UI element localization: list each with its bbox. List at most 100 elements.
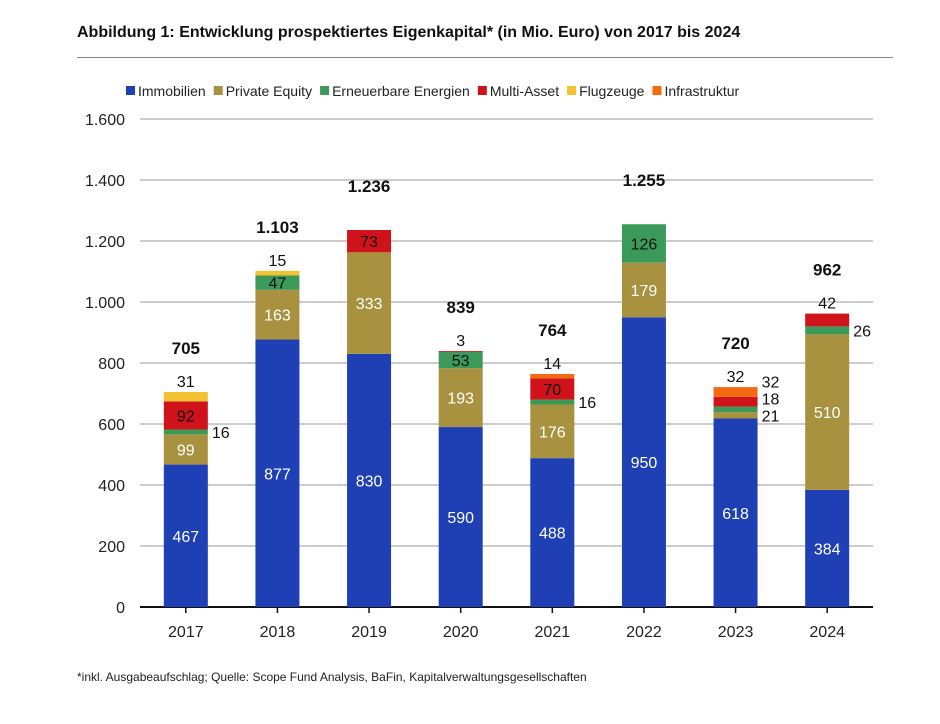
data-label: 333 [356, 296, 383, 313]
bar-segment-immobilien [347, 353, 392, 607]
data-label: 99 [177, 442, 195, 459]
bar-segment-private-equity [163, 434, 208, 465]
y-tick-label: 0 [116, 600, 125, 617]
legend-swatch [320, 86, 330, 95]
chart-title: Abbildung 1: Entwicklung prospektiertes … [77, 24, 741, 41]
bar-segment-immobilien [713, 418, 758, 607]
bar-segment-private-equity [621, 262, 666, 318]
data-label: 830 [356, 473, 383, 490]
bar-segment-private-equity [347, 252, 392, 354]
data-label: 53 [452, 353, 470, 370]
y-tick-label: 800 [98, 356, 125, 373]
y-tick-label: 400 [98, 478, 125, 495]
bar-segment-multi-asset [347, 230, 392, 253]
data-label: 73 [360, 234, 378, 251]
bar-segment-immobilien [255, 339, 300, 607]
data-label: 32 [762, 374, 780, 391]
data-label: 47 [269, 276, 287, 293]
x-tick-label: 2020 [443, 624, 479, 641]
bar-segment-flugzeuge [255, 270, 300, 276]
y-tick-label: 200 [98, 539, 125, 556]
x-tick-label: 2021 [535, 624, 571, 641]
source-note: *inkl. Ausgabeaufschlag; Quelle: Scope F… [77, 670, 587, 684]
data-label: 126 [631, 236, 658, 253]
total-label: 962 [813, 261, 841, 280]
bar-segment-private-equity [805, 334, 850, 490]
x-tick-label: 2024 [809, 624, 845, 641]
data-label: 26 [853, 323, 871, 340]
total-label: 720 [721, 334, 749, 353]
data-label: 950 [631, 455, 658, 472]
data-label: 70 [543, 382, 561, 399]
data-label: 176 [539, 424, 566, 441]
bar-segment-erneuerbare-energien [163, 429, 208, 435]
legend-swatch [213, 86, 223, 95]
bar-segment-immobilien [163, 464, 208, 607]
legend-swatch [477, 86, 487, 95]
bar-segment-immobilien [621, 317, 666, 607]
y-tick-label: 1.400 [85, 173, 125, 190]
x-tick-label: 2018 [260, 624, 296, 641]
legend-swatch [567, 86, 577, 95]
data-label: 16 [212, 425, 230, 442]
bar-segment-infrastruktur [713, 387, 758, 397]
bar-segment-private-equity [713, 412, 758, 419]
legend-swatch [126, 86, 135, 95]
x-tick-label: 2022 [626, 624, 662, 641]
bar-segment-private-equity [255, 289, 300, 340]
data-label: 179 [631, 283, 658, 300]
title-divider [77, 57, 893, 58]
data-label: 42 [818, 296, 836, 313]
bar-segment-erneuerbare-energien [255, 275, 300, 290]
x-tick-label: 2023 [718, 624, 754, 641]
legend-label: Flugzeuge [579, 83, 645, 99]
total-label: 839 [447, 298, 475, 317]
y-tick-label: 1.000 [85, 295, 125, 312]
bar-segment-multi-asset [438, 351, 483, 353]
bar-segment-erneuerbare-energien [530, 399, 575, 405]
bar-segment-flugzeuge [163, 391, 208, 402]
data-label: 31 [177, 374, 195, 391]
data-label: 92 [177, 408, 195, 425]
data-label: 16 [578, 395, 596, 412]
bar-segment-multi-asset [805, 313, 850, 327]
bar-segment-erneuerbare-energien [438, 352, 483, 369]
data-label: 618 [722, 506, 749, 523]
data-label: 3 [456, 333, 465, 350]
data-label: 18 [762, 391, 780, 408]
data-label: 163 [264, 308, 291, 325]
data-label: 510 [814, 405, 841, 422]
bar-segment-multi-asset [713, 396, 758, 407]
data-label: 193 [447, 391, 474, 408]
data-label: 14 [543, 356, 561, 373]
data-label: 21 [762, 408, 780, 425]
bar-segment-erneuerbare-energien [621, 224, 666, 263]
total-label: 1.236 [348, 177, 391, 196]
x-tick-label: 2017 [168, 624, 204, 641]
total-label: 1.255 [623, 171, 666, 190]
bar-segment-immobilien [805, 489, 850, 607]
bar-segment-private-equity [530, 404, 575, 459]
legend-swatch [652, 86, 662, 95]
total-label: 705 [172, 339, 200, 358]
data-label: 15 [269, 253, 287, 270]
legend-label: Infrastruktur [664, 83, 739, 99]
data-label: 877 [264, 466, 291, 483]
data-label: 32 [727, 369, 745, 386]
bar-segment-immobilien [530, 458, 575, 607]
legend-label: Multi-Asset [490, 83, 559, 99]
bar-segment-erneuerbare-energien [713, 406, 758, 413]
legend-label: Immobilien [138, 83, 206, 99]
data-label: 467 [172, 529, 199, 546]
legend-label: Private Equity [226, 83, 312, 99]
data-label: 488 [539, 526, 566, 543]
legend-label: Erneuerbare Energien [332, 83, 470, 99]
total-label: 1.103 [256, 218, 299, 237]
data-label: 590 [447, 510, 474, 527]
bar-segment-erneuerbare-energien [805, 326, 850, 335]
bar-segment-private-equity [438, 368, 483, 428]
y-tick-label: 1.600 [85, 112, 125, 129]
bar-segment-multi-asset [530, 378, 575, 400]
